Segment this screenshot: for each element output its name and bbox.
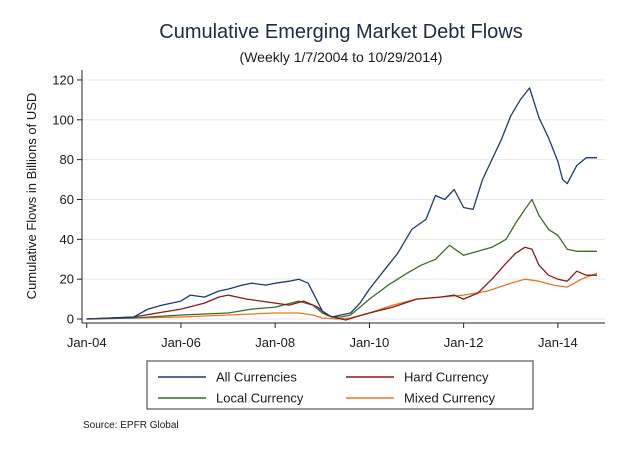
y-axis-label: Cumulative Flows in Billions of USD	[24, 93, 39, 300]
chart-subtitle: (Weekly 1/7/2004 to 10/29/2014)	[240, 49, 443, 65]
y-tick-label: 60	[60, 192, 74, 207]
source-note: Source: EPFR Global	[83, 420, 179, 431]
axis-layer: 0 20 40 60 80 100 120 Jan-04 Jan-06 Jan-08 Jan-10 J…	[52, 70, 605, 350]
y-tick-label: 80	[60, 152, 74, 167]
y-tick-label: 100	[52, 112, 74, 127]
series-line-all-currencies	[86, 87, 597, 320]
y-tick-label: 20	[60, 272, 74, 287]
legend-label-mixed-currency: Mixed Currency	[404, 391, 496, 406]
y-tick-label: 120	[52, 72, 74, 87]
series-line-mixed-currency	[86, 272, 598, 320]
legend-box	[146, 360, 534, 410]
x-tick-label: Jan-04	[67, 335, 107, 350]
legend-label-hard-currency: Hard Currency	[404, 370, 489, 385]
chart-title: Cumulative Emerging Market Debt Flows	[159, 21, 522, 43]
series-layer	[86, 87, 598, 321]
y-tick-label: 0	[67, 312, 74, 327]
x-tick-label: Jan-10	[350, 335, 390, 350]
legend-label-all-currencies: All Currencies	[216, 370, 297, 385]
legend: All Currencies Hard Currency Local Currenc…	[146, 360, 534, 410]
grid-layer	[82, 79, 605, 320]
series-line-hard-currency	[86, 246, 597, 321]
legend-label-local-currency: Local Currency	[216, 391, 304, 406]
x-tick-label: Jan-06	[161, 335, 201, 350]
series-line-local-currency	[86, 198, 597, 320]
y-tick-label: 40	[60, 232, 74, 247]
x-tick-label: Jan-12	[444, 335, 484, 350]
x-tick-label: Jan-08	[255, 335, 295, 350]
x-tick-label: Jan-14	[538, 335, 578, 350]
